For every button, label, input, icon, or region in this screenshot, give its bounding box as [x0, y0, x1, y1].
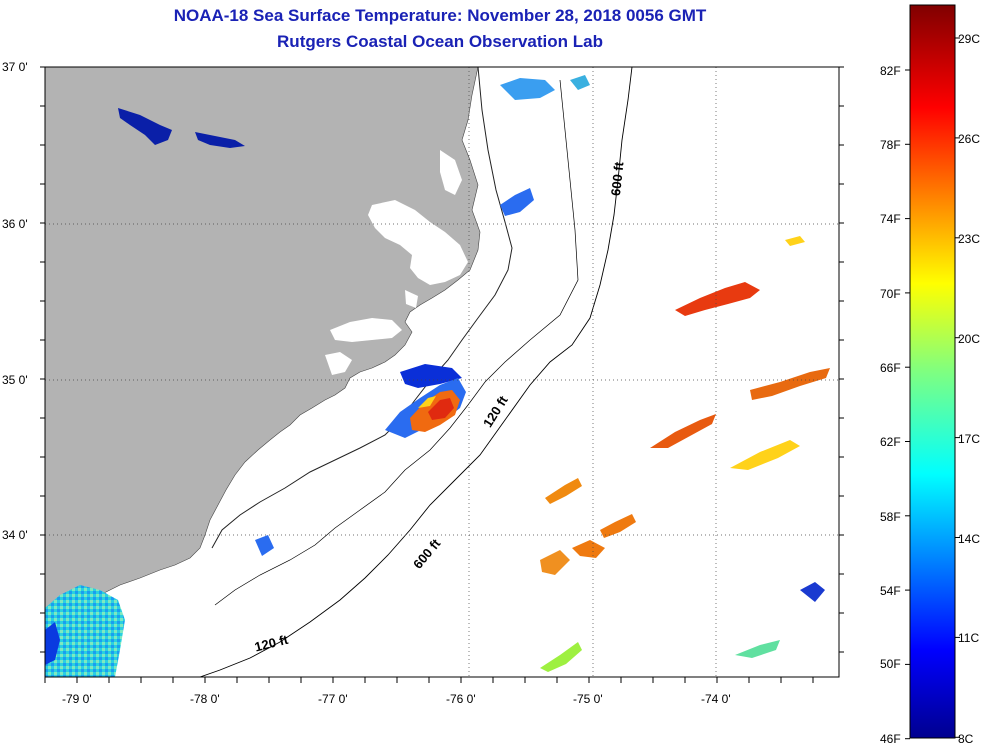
lat-label: 37 0' [2, 60, 28, 74]
lon-label: -77 0' [318, 692, 348, 706]
colorbar-c-label: 8C [958, 732, 974, 746]
sst-warm-patches [385, 236, 830, 672]
isobath-120ft [214, 79, 579, 606]
colorbar-f-label: 74F [880, 212, 901, 226]
colorbar [909, 4, 956, 739]
lon-label: -76 0' [446, 692, 476, 706]
axis-ticks [40, 66, 844, 683]
colorbar-c-label: 29C [958, 32, 981, 46]
colorbar-f-label: 54F [880, 584, 901, 598]
colorbar-c-label: 11C [958, 631, 980, 645]
lon-label: -75 0' [573, 692, 603, 706]
isobath-600ft-north [199, 67, 633, 677]
colorbar-c-label: 23C [958, 232, 981, 246]
lat-label: 36 0' [2, 217, 28, 231]
colorbar-c-label: 26C [958, 132, 981, 146]
lon-label: -79 0' [62, 692, 92, 706]
colorbar-f-label: 62F [880, 435, 901, 449]
lon-label: -74 0' [701, 692, 731, 706]
colorbar-c-label: 14C [958, 532, 981, 546]
colorbar-f-label: 82F [880, 64, 901, 78]
colorbar-c-label: 20C [958, 332, 981, 346]
colorbar-c-label: 17C [958, 432, 981, 446]
lat-label: 34 0' [2, 528, 28, 542]
lake [118, 108, 172, 145]
map-subtitle: Rutgers Coastal Ocean Observation Lab [277, 32, 603, 51]
colorbar-f-label: 50F [880, 657, 901, 671]
sst-cool-patches [45, 75, 825, 677]
lon-label: -78 0' [190, 692, 220, 706]
colorbar-f-label: 46F [880, 732, 901, 746]
colorbar-f-label: 66F [880, 361, 901, 375]
lat-label: 35 0' [2, 373, 28, 387]
colorbar-f-label: 70F [880, 287, 901, 301]
colorbar-f-label: 78F [880, 138, 901, 152]
colorbar-f-label: 58F [880, 510, 901, 524]
map-title: NOAA-18 Sea Surface Temperature: Novembe… [173, 6, 707, 25]
map-frame [44, 66, 840, 678]
gridlines [45, 67, 839, 677]
colorbar-ticks [905, 37, 960, 740]
